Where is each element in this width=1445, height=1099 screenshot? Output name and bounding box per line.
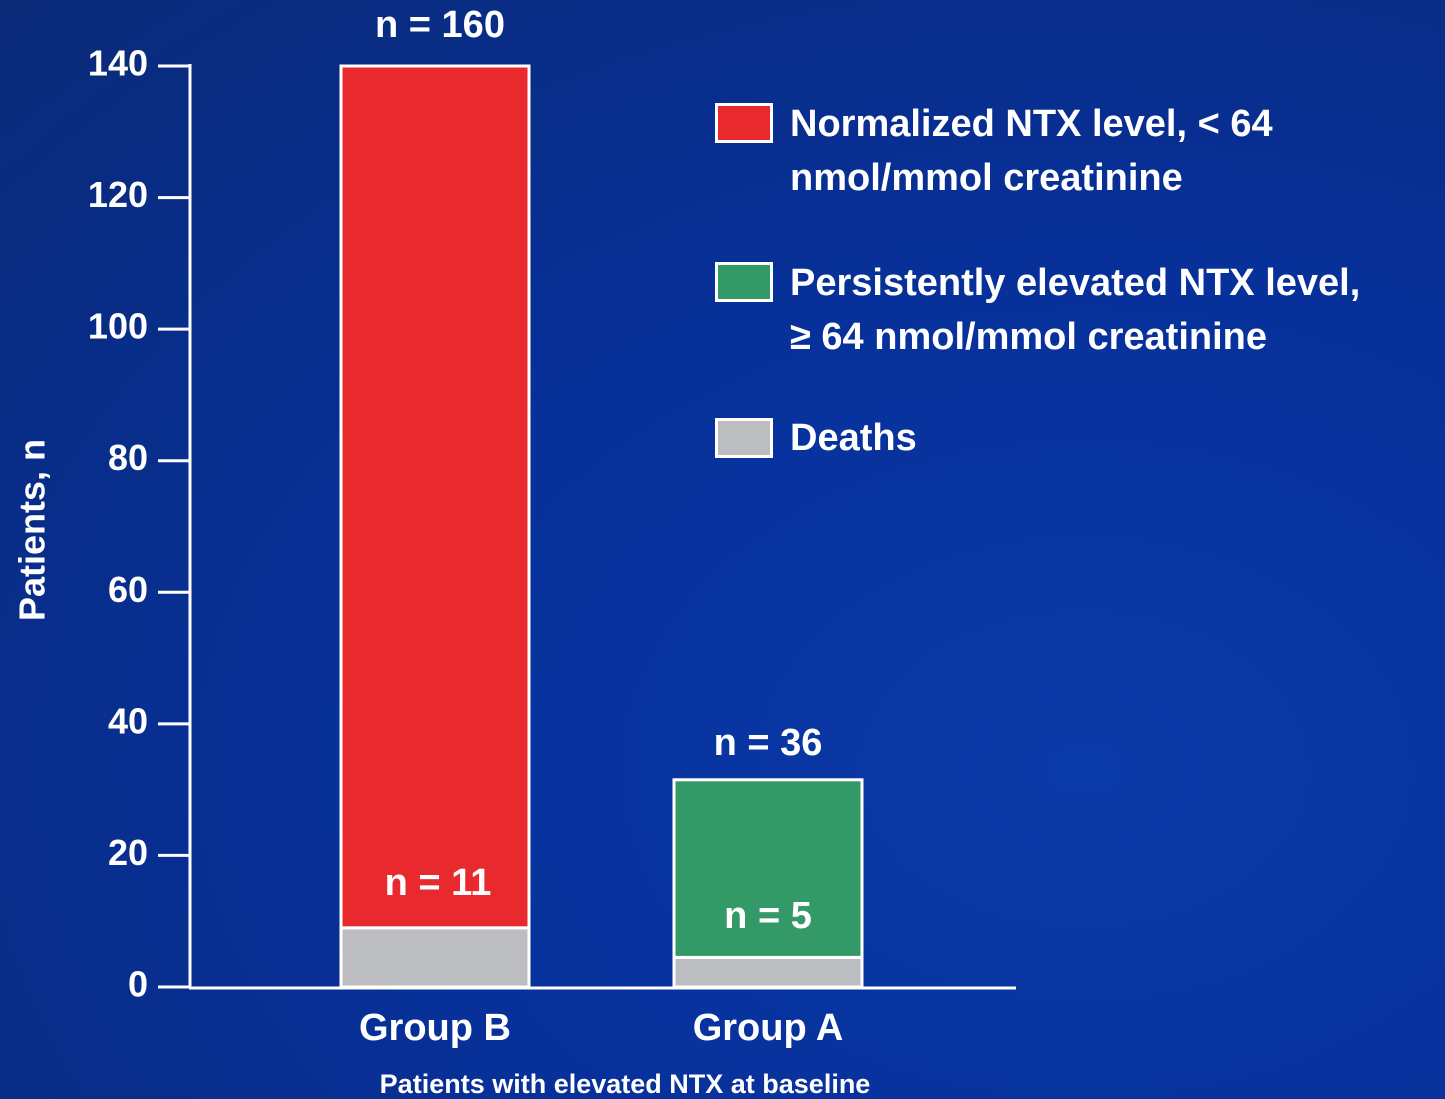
bar-segment: [339, 926, 531, 989]
annotation: n = 5: [724, 895, 812, 937]
y-tick-label: 100: [88, 306, 148, 347]
y-tick-label: 120: [88, 174, 148, 215]
x-axis-label: Patients with elevated NTX at baseline: [380, 1069, 871, 1099]
y-tick-label: 20: [108, 832, 148, 873]
legend-swatch: [715, 262, 773, 302]
bar-segment: [339, 64, 531, 930]
annotation: n = 11: [385, 862, 492, 904]
y-tick-label: 80: [108, 437, 148, 478]
legend-label: Normalized NTX level, < 64 nmol/mmol cre…: [790, 103, 1273, 199]
x-tick-label: Group B: [359, 1007, 511, 1049]
legend-swatch: [715, 103, 773, 143]
bar-segment: [672, 778, 864, 959]
y-tick-label: 60: [108, 569, 148, 610]
bar-segment: [672, 955, 864, 989]
y-tick-label: 40: [108, 700, 148, 741]
x-tick-label: Group A: [693, 1007, 844, 1049]
annotation: n = 36: [714, 722, 823, 764]
legend-swatch: [715, 418, 773, 458]
y-tick-label: 140: [88, 43, 148, 84]
legend-label: Persistently elevated NTX level, ≥ 64 nm…: [790, 262, 1361, 358]
y-axis-label: Patients, n: [12, 439, 53, 621]
y-tick-label: 0: [128, 964, 148, 1005]
legend-label: Deaths: [790, 417, 917, 459]
annotation: n = 160: [375, 4, 505, 46]
